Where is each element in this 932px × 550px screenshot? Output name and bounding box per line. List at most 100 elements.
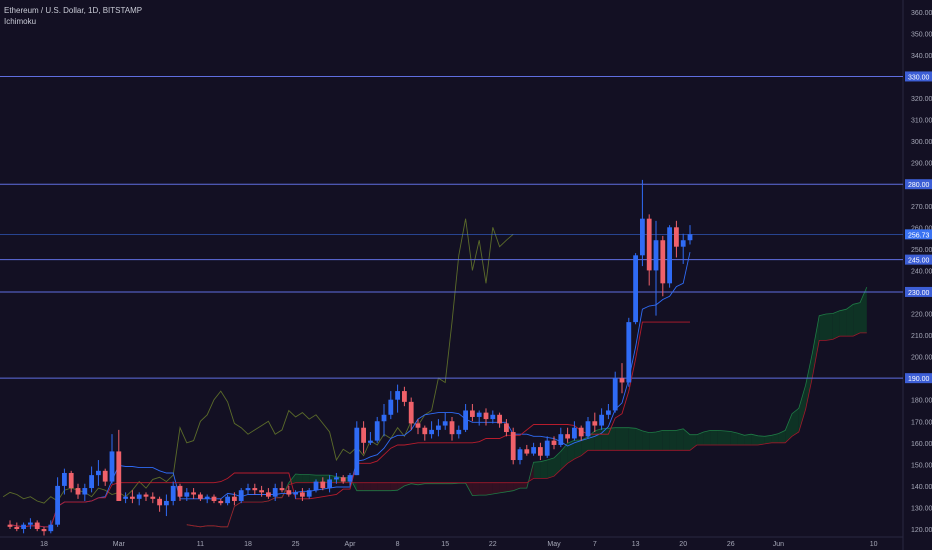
conversion-line <box>9 252 691 528</box>
candle-body <box>136 494 142 499</box>
cloud-segment <box>567 440 575 464</box>
candle-body <box>204 496 210 499</box>
cloud-segment <box>547 457 554 479</box>
candle <box>191 488 196 499</box>
time-tick-label: 18 <box>40 541 48 548</box>
candle-body <box>279 488 285 491</box>
cloud-segment <box>730 431 738 445</box>
candle-body <box>28 522 33 525</box>
candle <box>130 490 135 504</box>
cloud-segment <box>846 304 854 337</box>
candle <box>238 488 244 504</box>
candle-body <box>34 522 40 529</box>
candle-body <box>238 490 244 501</box>
candle-body <box>191 492 196 495</box>
cloud-segment <box>860 287 867 333</box>
candle <box>232 492 237 506</box>
price-tick-label: 360.00 <box>911 10 932 17</box>
candle <box>640 179 645 267</box>
cloud-segment <box>302 474 310 483</box>
candle-body <box>89 475 94 489</box>
candle <box>524 444 530 456</box>
cloud-segment <box>778 430 786 443</box>
candle <box>531 442 536 456</box>
candle <box>82 483 88 501</box>
candle <box>585 416 591 439</box>
candle <box>136 492 142 506</box>
candle <box>340 475 346 484</box>
candle <box>164 494 169 517</box>
candle <box>572 421 577 441</box>
candle <box>252 483 258 495</box>
candle-body <box>640 218 645 256</box>
candle-body <box>572 427 577 439</box>
candle-body <box>449 421 455 435</box>
candle <box>388 391 394 420</box>
price-tick-label: 240.00 <box>911 268 932 275</box>
cloud-segment <box>533 461 541 479</box>
level-label: 280.00 <box>908 182 930 189</box>
candle-body <box>55 485 60 525</box>
candle-body <box>96 470 101 476</box>
candle <box>55 477 60 527</box>
price-tick-label: 120.00 <box>911 527 932 534</box>
candle-body <box>626 322 632 383</box>
cloud-segment <box>506 482 514 492</box>
candle <box>463 404 468 433</box>
candle-body <box>490 414 496 420</box>
candle <box>48 520 54 534</box>
candle-body <box>504 423 509 433</box>
cloud-segment <box>363 482 371 491</box>
candle-body <box>7 524 13 527</box>
candle <box>612 371 618 413</box>
cloud-segment <box>669 430 677 451</box>
candle <box>490 410 496 424</box>
last-price-label: 256.73 <box>908 232 930 239</box>
candle <box>687 225 693 245</box>
price-tick-label: 150.00 <box>911 462 932 469</box>
candle-body <box>198 494 203 499</box>
candle <box>21 522 26 534</box>
candle-body <box>252 488 258 491</box>
candle <box>123 492 128 504</box>
cloud-segment <box>690 434 697 451</box>
candle-body <box>272 488 278 497</box>
price-tick-label: 290.00 <box>911 161 932 168</box>
time-tick-label: 25 <box>292 541 300 548</box>
cloud-segment <box>635 428 643 451</box>
candle <box>272 483 278 501</box>
candle-body <box>286 490 292 495</box>
time-tick-label: 26 <box>727 541 735 548</box>
price-tick-label: 260.00 <box>911 225 932 232</box>
candle-body <box>177 485 183 497</box>
candle <box>408 397 414 430</box>
candle-body <box>102 470 108 482</box>
cloud-segment <box>771 433 779 443</box>
candle <box>7 520 13 529</box>
candle-body <box>306 490 312 497</box>
candle-body <box>109 451 115 482</box>
candle <box>592 412 598 433</box>
last-price-label-box <box>905 229 932 240</box>
candle <box>510 427 516 465</box>
level-label-box <box>905 179 932 190</box>
cloud-segment <box>492 482 500 494</box>
candle-body <box>551 440 557 445</box>
candle-body <box>517 449 523 461</box>
candle <box>286 485 292 497</box>
time-tick-label: 22 <box>489 541 497 548</box>
cloud-segment <box>805 352 813 410</box>
cloud-segment <box>826 313 833 341</box>
candle <box>116 429 122 501</box>
price-tick-label: 270.00 <box>911 204 932 211</box>
candle-body <box>116 451 122 501</box>
candle-body <box>524 449 530 454</box>
price-axis: 120.00 130.00 140.00 150.00 160.00 170.00 180.… <box>905 10 932 534</box>
price-tick-label: 170.00 <box>911 419 932 426</box>
time-tick-label: Jun <box>773 541 784 548</box>
cloud-segment <box>710 430 718 445</box>
candle-body <box>48 524 54 532</box>
cloud-segment <box>717 430 724 445</box>
candle <box>347 472 353 486</box>
